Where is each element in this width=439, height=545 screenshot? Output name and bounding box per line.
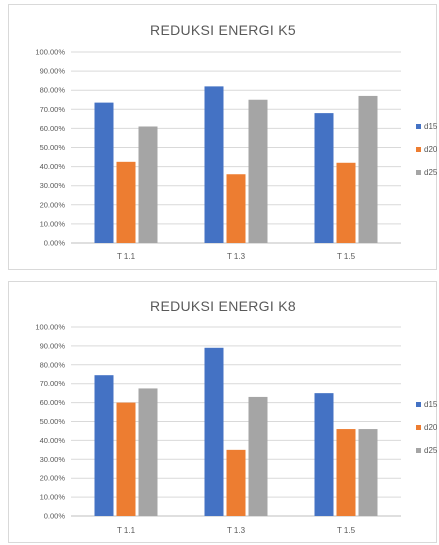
legend-label-d15: d15 — [424, 122, 438, 131]
legend-swatch-d20 — [416, 147, 421, 152]
bar-d15-t13 — [204, 86, 224, 243]
category-label: T 1.5 — [337, 526, 356, 535]
category-label: T 1.5 — [337, 252, 356, 261]
bar-d20-t13 — [226, 174, 246, 243]
chart-title: REDUKSI ENERGI K8 — [150, 298, 296, 314]
legend-label-d15: d15 — [424, 400, 438, 409]
y-tick-label: 70.00% — [40, 379, 66, 388]
y-tick-label: 40.00% — [40, 436, 66, 445]
bar-d15-t15 — [314, 393, 334, 516]
y-tick-label: 60.00% — [40, 124, 66, 133]
bar-d25-t13 — [248, 396, 268, 516]
chart-panel-k8: REDUKSI ENERGI K8 0.00% 10.00% 20.00% 30.00%… — [8, 281, 438, 543]
bar-d20-t15 — [336, 162, 356, 243]
bar-d15-t13 — [204, 347, 224, 516]
chart-k5: REDUKSI ENERGI K5 0.00% 10.00% 20.00% 30.00%… — [35, 22, 438, 261]
y-tick-label: 60.00% — [40, 398, 66, 407]
y-tick-label: 50.00% — [40, 143, 66, 152]
y-tick-label: 80.00% — [40, 86, 66, 95]
bar-d25-t13 — [248, 99, 268, 243]
legend-swatch-d20 — [416, 425, 421, 430]
bar-d15-t11 — [94, 102, 114, 244]
bar-d20-t11 — [116, 402, 136, 516]
y-tick-label: 70.00% — [40, 105, 66, 114]
category-label: T 1.3 — [227, 526, 246, 535]
chart-title: REDUKSI ENERGI K5 — [150, 22, 296, 38]
y-tick-label: 10.00% — [40, 219, 66, 228]
y-tick-label: 90.00% — [40, 341, 66, 350]
bar-d20-t13 — [226, 449, 246, 516]
legend-label-d25: d25 — [424, 446, 438, 455]
legend-swatch-d25 — [416, 448, 421, 453]
legend-swatch-d15 — [416, 402, 421, 407]
y-tick-label: 30.00% — [40, 455, 66, 464]
y-tick-label: 10.00% — [40, 493, 66, 502]
legend-swatch-d15 — [416, 124, 421, 129]
y-tick-label: 20.00% — [40, 474, 66, 483]
chart-panel-k5: REDUKSI ENERGI K5 0.00% 10.00% 20.00% 30.00%… — [8, 4, 438, 270]
bar-d25-t15 — [358, 95, 378, 244]
bar-d25-t11 — [138, 126, 158, 243]
y-tick-label: 50.00% — [40, 417, 66, 426]
y-tick-label: 30.00% — [40, 181, 66, 190]
bar-d25-t15 — [358, 429, 378, 516]
bar-d15-t11 — [94, 375, 114, 516]
legend-label-d20: d20 — [424, 423, 438, 432]
bar-d20-t11 — [116, 161, 136, 243]
y-tick-label: 0.00% — [44, 512, 66, 521]
bar-d20-t15 — [336, 429, 356, 516]
category-label: T 1.1 — [117, 252, 136, 261]
bar-d15-t15 — [314, 113, 334, 244]
legend-label-d20: d20 — [424, 145, 438, 154]
y-tick-label: 100.00% — [35, 48, 65, 57]
y-tick-label: 20.00% — [40, 200, 66, 209]
y-tick-label: 40.00% — [40, 162, 66, 171]
y-tick-label: 80.00% — [40, 360, 66, 369]
y-tick-label: 0.00% — [44, 239, 66, 248]
category-label: T 1.1 — [117, 526, 136, 535]
category-label: T 1.3 — [227, 252, 246, 261]
bar-d25-t11 — [138, 388, 158, 516]
legend-label-d25: d25 — [424, 168, 438, 177]
y-tick-label: 100.00% — [35, 323, 65, 332]
chart-k8: REDUKSI ENERGI K8 0.00% 10.00% 20.00% 30.00%… — [35, 298, 438, 535]
legend-swatch-d25 — [416, 170, 421, 175]
y-tick-label: 90.00% — [40, 67, 66, 76]
